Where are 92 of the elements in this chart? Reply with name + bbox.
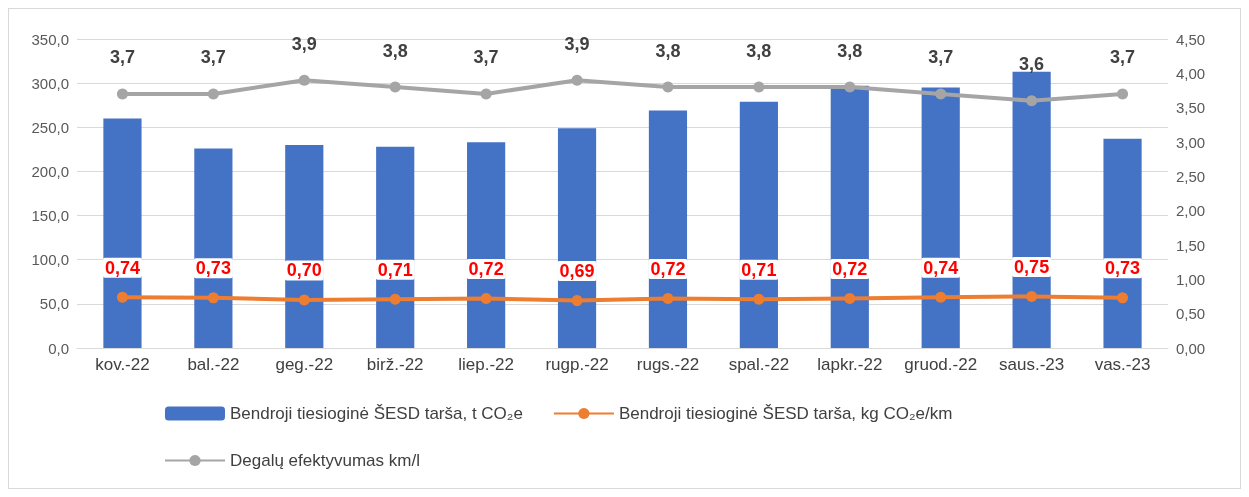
bar xyxy=(648,110,688,348)
y2-tick-label: 2,00 xyxy=(1176,202,1206,220)
bar xyxy=(557,128,597,348)
point xyxy=(207,292,219,304)
point xyxy=(844,293,856,305)
y2-tick-label: 4,00 xyxy=(1176,64,1206,82)
point xyxy=(1117,292,1129,304)
point xyxy=(389,81,401,93)
y-tick-label: 0,0 xyxy=(48,339,69,357)
x-tick-label: birž.-22 xyxy=(366,355,424,374)
data-label: 3,7 xyxy=(928,47,954,68)
bar xyxy=(467,142,506,348)
x-tick-label: geg.-22 xyxy=(275,355,334,374)
data-label: 0,74 xyxy=(104,257,140,278)
data-label: 0,71 xyxy=(377,259,413,280)
data-label: 0,69 xyxy=(559,261,595,282)
data-label: 3,8 xyxy=(837,40,863,61)
y-tick-label: 100,0 xyxy=(31,251,69,269)
y2-tick-label: 0,50 xyxy=(1176,305,1206,323)
point xyxy=(480,88,492,100)
y-tick-label: 150,0 xyxy=(31,207,69,225)
x-tick-label: lapkr.-22 xyxy=(817,355,883,374)
point xyxy=(298,294,310,306)
point xyxy=(389,293,401,305)
data-label: 0,72 xyxy=(650,259,686,280)
data-label: 3,8 xyxy=(655,40,681,61)
data-label: 0,72 xyxy=(832,259,868,280)
bar xyxy=(739,101,778,348)
x-tick-label: bal.-22 xyxy=(187,355,240,374)
bar xyxy=(103,118,142,348)
data-label: 3,9 xyxy=(291,33,317,54)
point xyxy=(1117,88,1129,100)
x-tick-label: vas.-23 xyxy=(1094,355,1151,374)
data-label: 0,73 xyxy=(1105,258,1141,279)
data-label: 3,8 xyxy=(382,40,408,61)
data-label: 3,7 xyxy=(473,47,499,68)
point xyxy=(1026,291,1038,302)
point xyxy=(1026,95,1038,107)
y-tick-label: 350,0 xyxy=(31,30,69,48)
data-label: 0,73 xyxy=(195,258,231,279)
data-label: 0,72 xyxy=(468,259,504,280)
point xyxy=(662,81,674,93)
point xyxy=(935,291,947,303)
point xyxy=(935,88,947,100)
data-label: 0,71 xyxy=(741,259,777,280)
x-tick-label: liep.-22 xyxy=(458,355,515,374)
point xyxy=(753,293,765,305)
y2-tick-label: 1,50 xyxy=(1176,236,1206,254)
y2-tick-label: 2,50 xyxy=(1176,167,1206,185)
x-tick-label: saus.-23 xyxy=(999,355,1065,374)
y2-tick-label: 3,50 xyxy=(1176,99,1206,117)
bar xyxy=(921,87,960,348)
y2-tick-label: 1,00 xyxy=(1176,270,1206,288)
data-label: 3,7 xyxy=(1110,47,1136,68)
bar xyxy=(1103,138,1142,348)
point xyxy=(844,81,856,93)
bar xyxy=(1012,71,1051,348)
point xyxy=(753,81,765,93)
data-label: 0,70 xyxy=(286,260,322,281)
y2-tick-label: 0,00 xyxy=(1176,339,1206,357)
data-label: 0,75 xyxy=(1014,257,1050,277)
data-label: 3,9 xyxy=(564,33,590,54)
point xyxy=(571,295,583,307)
legend-label: Degalų efektyvumas km/l xyxy=(230,451,420,470)
data-label: 0,74 xyxy=(923,257,959,278)
point xyxy=(207,88,219,100)
point xyxy=(298,74,310,86)
y-tick-label: 50,0 xyxy=(39,295,69,313)
x-tick-label: rugp.-22 xyxy=(545,355,609,374)
y2-tick-label: 3,00 xyxy=(1176,133,1206,151)
legend-label: Bendroji tiesioginė ŠESD tarša, kg CO₂e/km xyxy=(618,404,953,423)
y-tick-label: 300,0 xyxy=(31,74,69,92)
point xyxy=(480,293,492,305)
bar xyxy=(194,148,233,348)
x-tick-label: gruod.-22 xyxy=(904,355,978,374)
x-tick-label: kov.-22 xyxy=(95,355,150,374)
point xyxy=(571,74,583,86)
bar xyxy=(285,144,324,348)
point xyxy=(662,293,674,305)
data-label: 3,8 xyxy=(746,40,772,61)
data-label: 3,7 xyxy=(109,47,135,68)
y2-tick-label: 4,50 xyxy=(1176,30,1206,48)
point xyxy=(116,291,128,303)
y-tick-label: 200,0 xyxy=(31,162,69,180)
data-label: 3,6 xyxy=(1019,54,1045,75)
legend-label: Bendroji tiesioginė ŠESD tarša, t CO₂e xyxy=(230,404,523,423)
x-tick-label: rugs.-22 xyxy=(636,355,700,374)
data-label: 3,7 xyxy=(200,47,226,68)
y-tick-label: 250,0 xyxy=(31,118,69,136)
bar xyxy=(376,146,415,348)
point xyxy=(116,88,128,100)
x-tick-label: spal.-22 xyxy=(728,355,790,374)
